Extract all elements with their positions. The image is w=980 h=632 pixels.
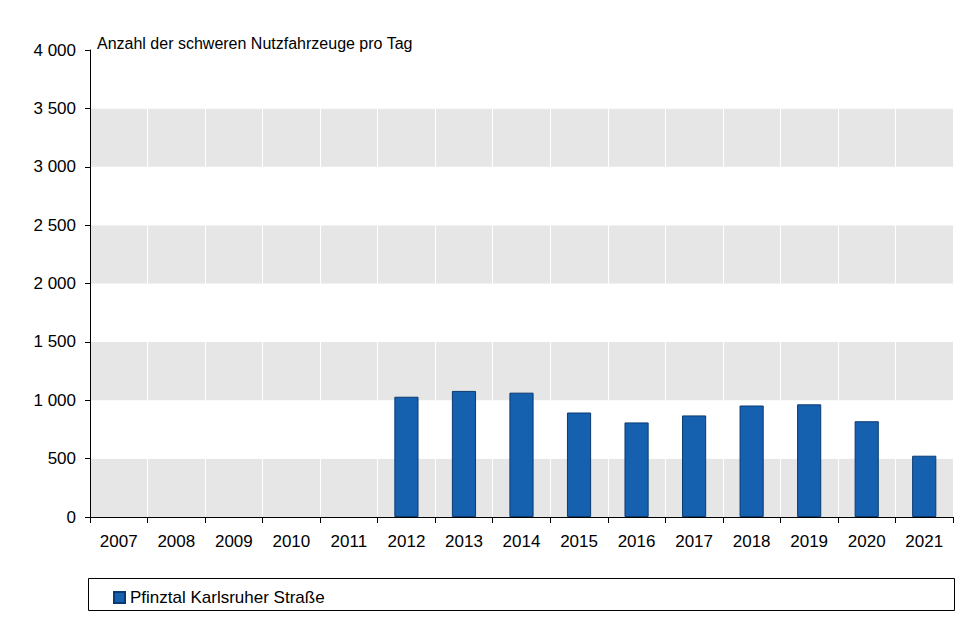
svg-text:0: 0 — [67, 508, 76, 527]
svg-text:2012: 2012 — [388, 532, 426, 551]
svg-text:2015: 2015 — [560, 532, 598, 551]
svg-text:2019: 2019 — [790, 532, 828, 551]
svg-text:2010: 2010 — [272, 532, 310, 551]
svg-text:2009: 2009 — [215, 532, 253, 551]
svg-text:2018: 2018 — [733, 532, 771, 551]
svg-text:2007: 2007 — [100, 532, 138, 551]
svg-text:2013: 2013 — [445, 532, 483, 551]
svg-text:2014: 2014 — [503, 532, 541, 551]
svg-text:4 000: 4 000 — [33, 41, 76, 60]
svg-text:2017: 2017 — [675, 532, 713, 551]
svg-text:Pfinztal Karlsruher Straße: Pfinztal Karlsruher Straße — [130, 588, 325, 607]
svg-text:2011: 2011 — [331, 532, 368, 551]
svg-text:2 000: 2 000 — [33, 274, 76, 293]
svg-text:3 000: 3 000 — [33, 157, 76, 176]
svg-text:2 500: 2 500 — [33, 216, 76, 235]
svg-text:Anzahl der schweren Nutzfahrze: Anzahl der schweren Nutzfahrzeuge pro Ta… — [97, 35, 412, 52]
svg-text:500: 500 — [48, 449, 76, 468]
svg-text:1 000: 1 000 — [33, 391, 76, 410]
svg-text:2008: 2008 — [157, 532, 195, 551]
svg-text:3 500: 3 500 — [33, 99, 76, 118]
svg-text:2020: 2020 — [848, 532, 886, 551]
svg-text:2016: 2016 — [618, 532, 656, 551]
svg-text:1 500: 1 500 — [33, 332, 76, 351]
svg-text:2021: 2021 — [905, 532, 943, 551]
